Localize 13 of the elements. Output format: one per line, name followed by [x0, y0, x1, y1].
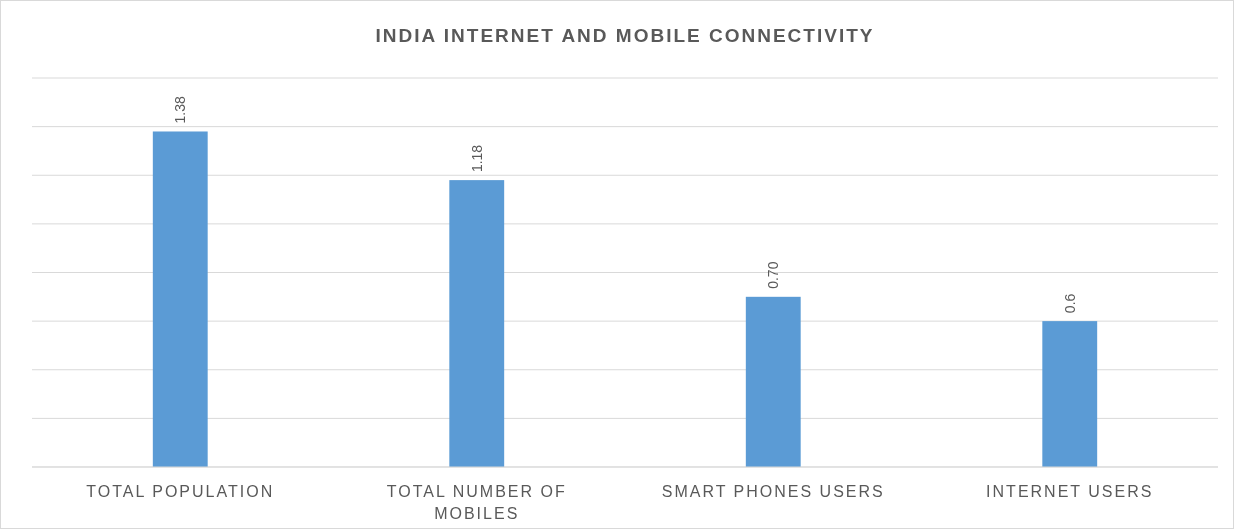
- x-tick-label: TOTAL POPULATION: [86, 483, 275, 500]
- bar: [1042, 321, 1098, 467]
- data-label: 1.38: [172, 96, 189, 124]
- data-label: 0.6: [1061, 293, 1078, 314]
- chart-title: INDIA INTERNET AND MOBILE CONNECTIVITY: [375, 25, 875, 46]
- data-label: 0.70: [765, 261, 782, 289]
- x-tick-label: INTERNET USERS: [986, 483, 1154, 500]
- bar: [449, 180, 505, 467]
- data-label: 1.18: [468, 144, 485, 173]
- x-tick-label: TOTAL NUMBER OF MOBILES: [386, 483, 567, 522]
- bar: [152, 131, 208, 467]
- bar: [745, 296, 801, 467]
- x-tick-label: SMART PHONES USERS: [661, 483, 885, 500]
